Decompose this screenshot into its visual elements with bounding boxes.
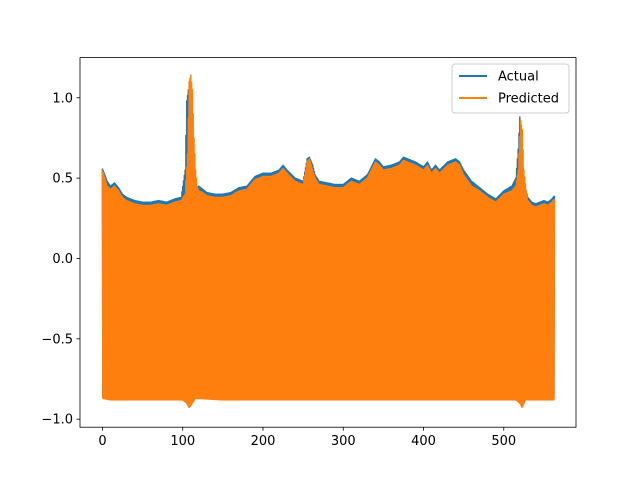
y-axis: −1.0 −0.5 0.0 0.5 1.0 — [41, 91, 80, 428]
x-tick-label: 400 — [411, 434, 436, 449]
legend-label-predicted: Predicted — [498, 92, 559, 107]
x-tick-label: 200 — [251, 434, 276, 449]
legend: Actual Predicted — [451, 63, 570, 114]
y-tick-label: 1.0 — [52, 91, 73, 106]
x-axis: 0 100 200 300 400 500 — [98, 427, 516, 449]
axes-frame — [79, 57, 577, 428]
series-line-predicted — [101, 74, 556, 409]
y-tick-label: 0.0 — [52, 252, 73, 267]
x-tick-label: 500 — [491, 434, 516, 449]
legend-label-actual: Actual — [498, 70, 539, 85]
series-layer — [101, 74, 556, 409]
y-tick-label: 0.5 — [52, 172, 73, 187]
x-tick-label: 300 — [331, 434, 356, 449]
x-tick-label: 0 — [98, 434, 106, 449]
x-tick-label: 100 — [170, 434, 195, 449]
y-tick-label: −1.0 — [41, 413, 73, 428]
y-tick-label: −0.5 — [41, 332, 73, 347]
